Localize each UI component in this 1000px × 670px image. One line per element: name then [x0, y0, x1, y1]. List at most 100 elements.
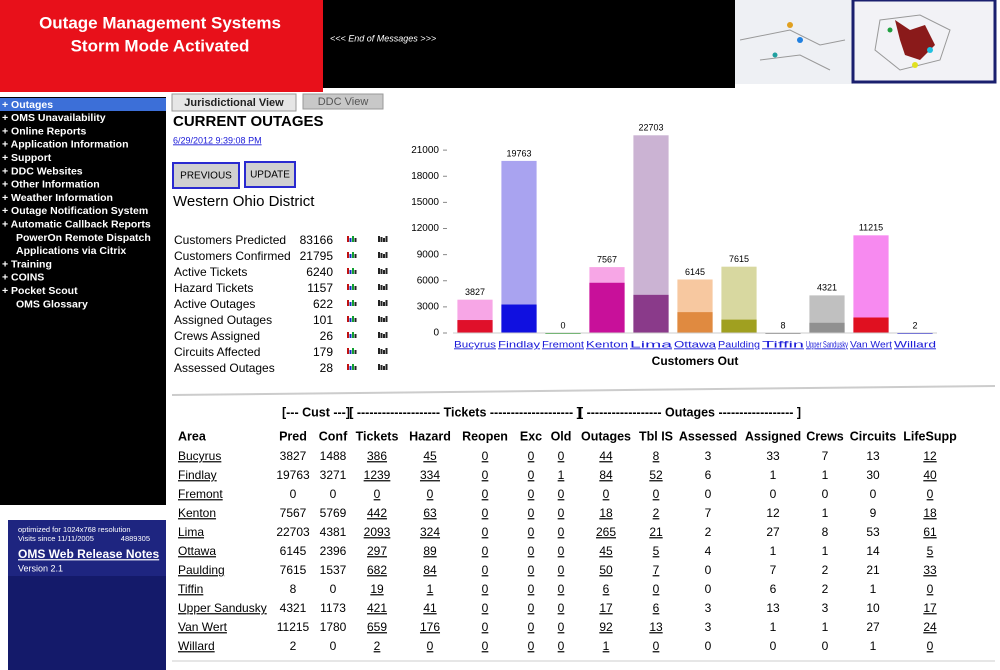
table-cell[interactable]: 45: [599, 544, 613, 558]
stat-bar-icon[interactable]: [378, 268, 380, 274]
area-link[interactable]: Tiffin: [178, 582, 203, 596]
table-cell[interactable]: 13: [649, 620, 663, 634]
x-tick-label[interactable]: Ottawa: [674, 339, 716, 349]
stat-bar-icon[interactable]: [385, 236, 388, 242]
stat-chart-icon[interactable]: [347, 332, 349, 338]
table-cell[interactable]: 0: [482, 620, 489, 634]
area-link[interactable]: Findlay: [178, 468, 217, 482]
x-tick-label[interactable]: Bucyrus: [454, 339, 497, 349]
table-cell[interactable]: 18: [923, 506, 937, 520]
table-cell[interactable]: 0: [528, 620, 535, 634]
nav-item[interactable]: PowerOn Remote Dispatch: [16, 232, 151, 244]
nav-item[interactable]: + Other Information: [2, 179, 100, 191]
nav-item[interactable]: OMS Glossary: [16, 298, 88, 310]
stat-chart-icon[interactable]: [354, 254, 357, 258]
stat-bar-icon[interactable]: [380, 317, 383, 322]
stat-chart-icon[interactable]: [352, 252, 354, 258]
table-cell[interactable]: 2: [374, 639, 381, 653]
table-cell[interactable]: 334: [420, 468, 440, 482]
stat-chart-icon[interactable]: [347, 300, 349, 306]
stat-bar-icon[interactable]: [383, 318, 385, 322]
stat-chart-icon[interactable]: [354, 350, 357, 354]
stat-bar-icon[interactable]: [380, 301, 383, 306]
area-link[interactable]: Willard: [178, 639, 215, 653]
stat-bar-icon[interactable]: [385, 364, 388, 370]
table-cell[interactable]: 0: [558, 487, 565, 501]
stat-chart-icon[interactable]: [354, 302, 357, 306]
stat-chart-icon[interactable]: [349, 286, 352, 290]
table-cell[interactable]: 0: [482, 582, 489, 596]
stat-bar-icon[interactable]: [385, 300, 388, 306]
table-cell[interactable]: 0: [528, 506, 535, 520]
area-link[interactable]: Fremont: [178, 487, 223, 501]
table-cell[interactable]: 265: [596, 525, 616, 539]
area-link[interactable]: Lima: [178, 525, 204, 539]
stat-bar-icon[interactable]: [383, 238, 385, 242]
table-cell[interactable]: 0: [528, 525, 535, 539]
table-cell[interactable]: 24: [923, 620, 937, 634]
table-cell[interactable]: 0: [427, 639, 434, 653]
table-cell[interactable]: 89: [423, 544, 437, 558]
table-cell[interactable]: 5: [927, 544, 934, 558]
stat-chart-icon[interactable]: [349, 270, 352, 274]
table-cell[interactable]: 324: [420, 525, 440, 539]
table-cell[interactable]: 84: [599, 468, 613, 482]
nav-item[interactable]: + Outage Notification System: [2, 205, 148, 217]
stat-bar-icon[interactable]: [385, 268, 388, 274]
table-cell[interactable]: 12: [923, 449, 937, 463]
stat-bar-icon[interactable]: [385, 252, 388, 258]
stat-bar-icon[interactable]: [383, 366, 385, 370]
tab-active[interactable]: [171, 93, 297, 112]
stat-bar-icon[interactable]: [385, 348, 388, 354]
table-cell[interactable]: 45: [423, 449, 437, 463]
table-cell[interactable]: 0: [528, 544, 535, 558]
table-cell[interactable]: 5: [653, 544, 660, 558]
stat-bar-icon[interactable]: [378, 348, 380, 354]
stat-chart-icon[interactable]: [347, 236, 349, 242]
table-cell[interactable]: 41: [423, 601, 437, 615]
table-cell[interactable]: 0: [558, 582, 565, 596]
stat-bar-icon[interactable]: [378, 332, 380, 338]
stat-chart-icon[interactable]: [347, 268, 349, 274]
table-cell[interactable]: 1: [558, 468, 565, 482]
nav-item[interactable]: + Automatic Callback Reports: [2, 218, 151, 230]
table-cell[interactable]: 92: [599, 620, 613, 634]
nav-item[interactable]: Applications via Citrix: [16, 245, 126, 257]
stat-chart-icon[interactable]: [352, 332, 354, 338]
stat-bar-icon[interactable]: [383, 270, 385, 274]
stat-chart-icon[interactable]: [354, 334, 357, 338]
table-cell[interactable]: 0: [653, 639, 660, 653]
stat-chart-icon[interactable]: [352, 236, 354, 242]
stat-chart-icon[interactable]: [352, 284, 354, 290]
table-cell[interactable]: 0: [528, 563, 535, 577]
stat-bar-icon[interactable]: [380, 253, 383, 258]
release-notes-link[interactable]: OMS Web Release Notes: [18, 547, 159, 561]
area-link[interactable]: Kenton: [178, 506, 216, 520]
x-tick-label[interactable]: Van Wert: [850, 339, 893, 349]
x-tick-label[interactable]: Tiffin: [762, 339, 804, 349]
table-cell[interactable]: 0: [927, 487, 934, 501]
table-cell[interactable]: 0: [374, 487, 381, 501]
x-tick-label[interactable]: Findlay: [498, 339, 541, 349]
stat-chart-icon[interactable]: [349, 238, 352, 242]
table-cell[interactable]: 84: [423, 563, 437, 577]
stat-chart-icon[interactable]: [352, 300, 354, 306]
stat-bar-icon[interactable]: [378, 300, 380, 306]
table-cell[interactable]: 6: [653, 601, 660, 615]
table-cell[interactable]: 17: [923, 601, 937, 615]
table-cell[interactable]: 0: [528, 468, 535, 482]
table-cell[interactable]: 6: [603, 582, 610, 596]
stat-bar-icon[interactable]: [383, 302, 385, 306]
table-cell[interactable]: 61: [923, 525, 937, 539]
table-cell[interactable]: 0: [482, 544, 489, 558]
x-tick-label[interactable]: Kenton: [586, 339, 628, 349]
button[interactable]: [244, 161, 296, 188]
tab-label[interactable]: Jurisdictional View: [184, 97, 284, 109]
nav-item[interactable]: + Weather Information: [2, 192, 113, 204]
stat-bar-icon[interactable]: [383, 254, 385, 258]
stat-chart-icon[interactable]: [349, 334, 352, 338]
area-link[interactable]: Upper Sandusky: [178, 601, 267, 615]
x-tick-label[interactable]: Paulding: [718, 339, 760, 349]
nav-item[interactable]: + Outages: [2, 99, 53, 111]
x-tick-label[interactable]: Willard: [894, 339, 936, 349]
